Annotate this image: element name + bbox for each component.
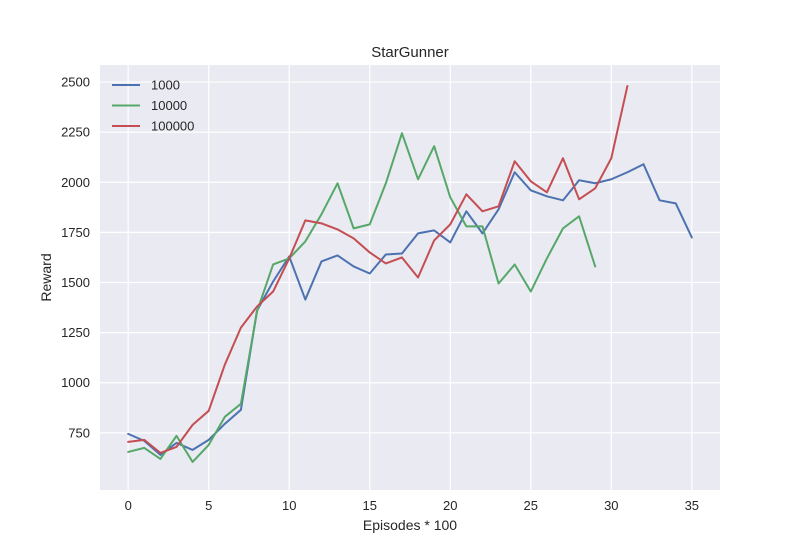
x-tick-label: 20 [443, 498, 457, 513]
series-lines [127, 85, 693, 463]
legend-item: 100000 [112, 119, 194, 134]
x-tick-label: 25 [524, 498, 538, 513]
tick-labels: 0 5 10 15 20 25 30 35 750 1000 1250 1500 1750 2000 225… [61, 75, 699, 513]
y-tick-label: 750 [68, 425, 90, 440]
grid [100, 65, 720, 490]
x-tick-label: 15 [363, 498, 377, 513]
legend-label: 1000 [151, 78, 180, 93]
series-line-100000 [127, 85, 629, 454]
legend-item: 1000 [112, 78, 180, 93]
y-axis-label: Reward [38, 253, 54, 301]
y-tick-label: 1500 [61, 275, 90, 290]
legend-label: 100000 [151, 119, 194, 134]
y-tick-label: 1000 [61, 375, 90, 390]
x-tick-label: 10 [282, 498, 296, 513]
series-line-10000 [127, 132, 597, 463]
y-tick-label: 2250 [61, 125, 90, 140]
y-tick-label: 1750 [61, 225, 90, 240]
legend-label: 10000 [151, 98, 187, 113]
x-tick-label: 5 [205, 498, 212, 513]
x-tick-label: 35 [685, 498, 699, 513]
legend: 1000 10000 100000 [112, 78, 194, 134]
y-tick-label: 2000 [61, 175, 90, 190]
x-tick-label: 30 [604, 498, 618, 513]
x-axis-label: Episodes * 100 [363, 517, 457, 533]
legend-item: 10000 [112, 98, 187, 113]
chart-title: StarGunner [371, 44, 449, 61]
y-tick-label: 1250 [61, 325, 90, 340]
y-tick-label: 2500 [61, 75, 90, 90]
x-tick-label: 0 [125, 498, 132, 513]
